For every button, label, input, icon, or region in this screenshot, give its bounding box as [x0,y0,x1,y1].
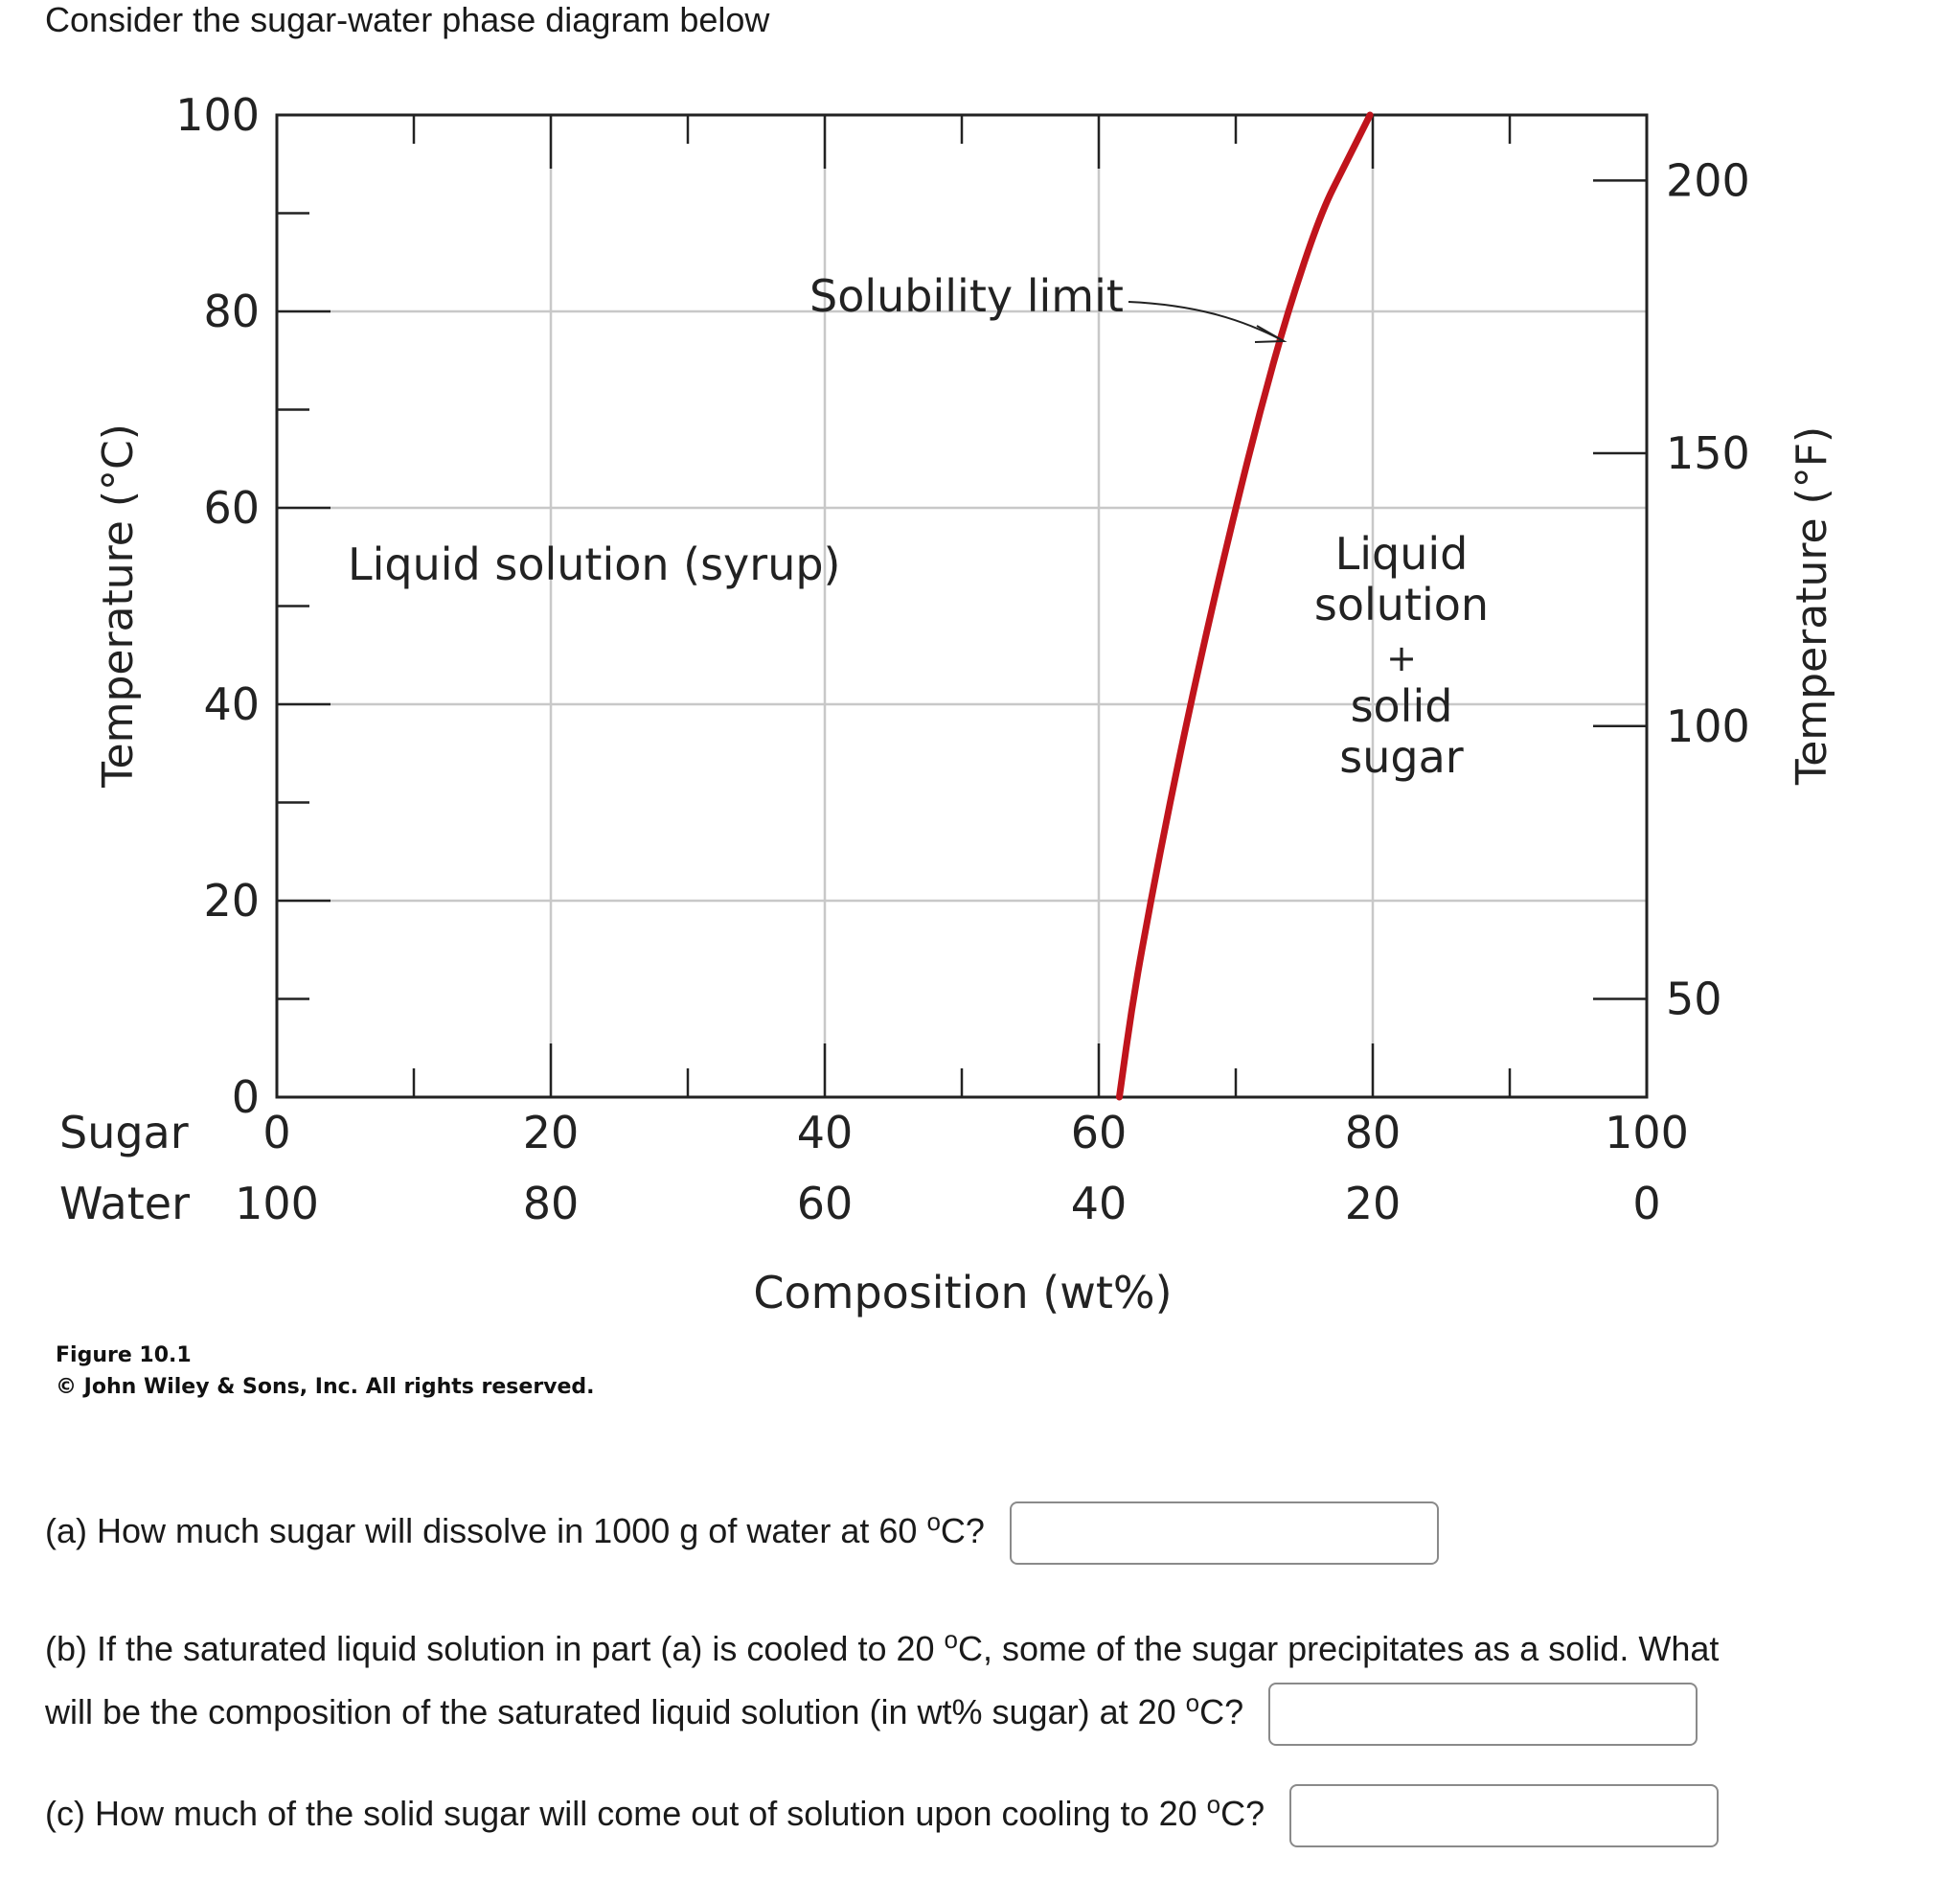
figure-label: Figure 10.1 [56,1343,192,1367]
x-water-tick-label: 20 [1345,1178,1402,1229]
intro-text: Consider the sugar-water phase diagram b… [45,0,770,39]
two-phase-line-4: solid [1351,680,1453,732]
x-water-tick-label: 80 [523,1178,580,1229]
x-sugar-tick-label: 100 [1605,1107,1689,1158]
y-left-tick-label: 0 [232,1071,260,1123]
solubility-limit-label: Solubility limit [809,270,1124,322]
y-left-tick-label: 100 [175,89,260,141]
figure-caption: Figure 10.1 © John Wiley & Sons, Inc. Al… [56,1340,595,1403]
x-sugar-tick-label: 60 [1071,1107,1128,1158]
question-b: (b) If the saturated liquid solution in … [45,1613,1720,1747]
answer-box-a[interactable] [1009,1501,1439,1566]
two-phase-line-1: Liquid [1335,528,1469,580]
x-water-tick-label: 60 [797,1178,854,1229]
question-a: (a) How much sugar will dissolve in 1000… [45,1495,1439,1566]
y-left-tick-label: 40 [203,678,260,730]
y-right-tick-label: 200 [1666,154,1750,206]
x-water-tick-label: 100 [235,1178,319,1229]
two-phase-line-5: sugar [1339,731,1464,783]
x-axis-label: Composition (wt%) [753,1267,1172,1318]
question-b-line-1: (b) If the saturated liquid solution in … [45,1625,1720,1668]
question-b-line-2: will be the composition of the saturated… [45,1676,1719,1747]
row-label-sugar: Sugar [59,1107,189,1158]
chart-ticks [277,115,1647,1097]
x-sugar-tick-label: 0 [262,1107,290,1158]
x-water-tick-label: 40 [1071,1178,1128,1229]
two-phase-line-2: solution [1314,579,1489,630]
answer-box-c[interactable] [1289,1784,1720,1848]
y-right-tick-label: 50 [1666,974,1722,1025]
x-sugar-tick-label: 80 [1345,1107,1402,1158]
liquid-region-label: Liquid solution (syrup) [348,539,841,590]
question-c: (c) How much of the solid sugar will com… [45,1777,1720,1848]
plot-frame [275,113,1649,1099]
y-right-tick-label: 150 [1666,427,1750,479]
solubility-arrow [1128,301,1285,342]
y-axis-label-left: Temperature (°C) [94,424,143,789]
row-label-water: Water [59,1178,190,1229]
solubility-limit-curve [1115,111,1374,1101]
two-phase-line-3: + [1386,637,1417,679]
answer-input-b[interactable] [1270,1685,1697,1746]
solubility-arrow-head [1254,325,1288,343]
x-water-tick-label: 0 [1632,1178,1660,1229]
answer-input-a[interactable] [1011,1504,1437,1565]
y-left-tick-label: 60 [203,482,260,534]
y-axis-label-right: Temperature (°F) [1788,426,1836,786]
answer-box-b[interactable] [1268,1683,1698,1747]
chart-grid [277,115,1647,1097]
answer-input-c[interactable] [1291,1787,1718,1847]
figure-copyright: © John Wiley & Sons, Inc. All rights res… [56,1375,595,1399]
y-left-tick-label: 20 [203,875,260,927]
y-right-tick-label: 100 [1666,700,1750,752]
x-sugar-tick-label: 40 [797,1107,854,1158]
x-sugar-tick-label: 20 [523,1107,580,1158]
y-left-tick-label: 80 [203,286,260,337]
